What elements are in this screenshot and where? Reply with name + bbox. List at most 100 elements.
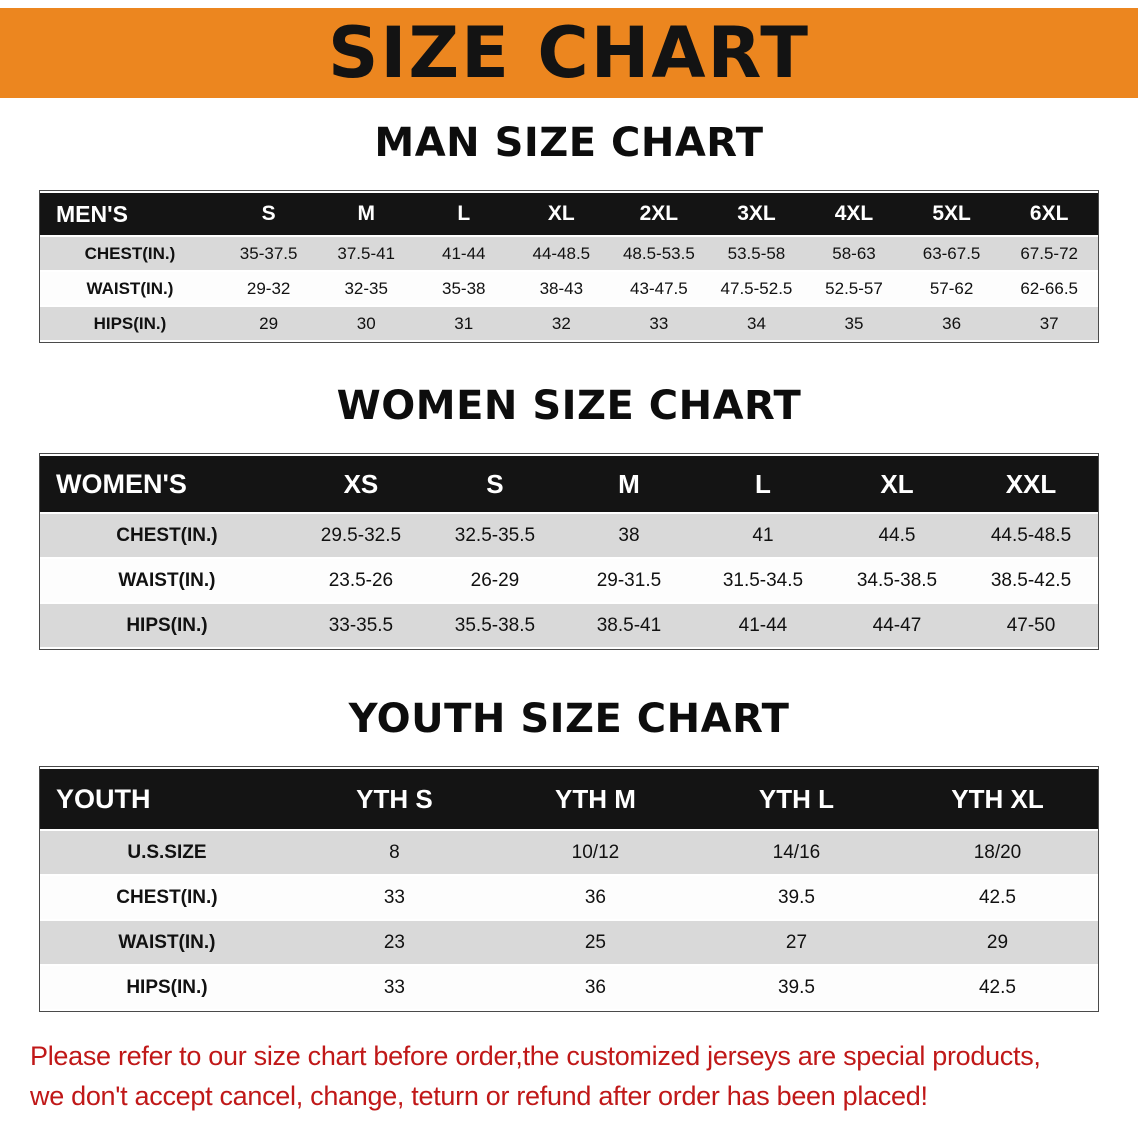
measurement-value: 29 (896, 921, 1098, 964)
table-title-cell: MEN'S (40, 193, 220, 235)
size-column-header: 5XL (902, 193, 1001, 235)
measurement-label: WAIST(IN.) (40, 921, 294, 964)
size-chart-page: SIZE CHART MAN SIZE CHART MEN'S S M L XL 2XL 3… (0, 8, 1138, 1116)
measurement-label: CHEST(IN.) (40, 237, 220, 270)
measurement-value: 42.5 (896, 876, 1098, 919)
measurement-value: 38.5-41 (561, 604, 696, 647)
measurement-value: 44.5-48.5 (963, 514, 1098, 557)
measurement-value: 37 (1000, 307, 1098, 340)
measurement-value: 57-62 (902, 272, 1001, 305)
measurement-value: 32-35 (317, 272, 415, 305)
size-column-header: YTH XL (896, 769, 1098, 829)
size-column-header: M (561, 456, 696, 512)
measurement-label: CHEST(IN.) (40, 876, 294, 919)
measurement-value: 33 (293, 966, 495, 1009)
measurement-value: 36 (494, 966, 696, 1009)
measurement-value: 67.5-72 (1000, 237, 1098, 270)
size-column-header: 6XL (1000, 193, 1098, 235)
size-column-header: XS (293, 456, 428, 512)
size-column-header: L (414, 193, 513, 235)
measurement-value: 44-48.5 (512, 237, 611, 270)
size-column-header: M (317, 193, 415, 235)
measurement-value: 35-37.5 (219, 237, 318, 270)
measurement-value: 8 (293, 831, 495, 874)
measurement-value: 18/20 (896, 831, 1098, 874)
measurement-label: HIPS(IN.) (40, 307, 220, 340)
measurement-value: 52.5-57 (805, 272, 903, 305)
measurement-value: 47-50 (963, 604, 1098, 647)
men-size-section: MAN SIZE CHART MEN'S S M L XL 2XL 3XL 4XL 5XL 6XL… (0, 120, 1138, 343)
measurement-row: HIPS(IN.) 33-35.5 35.5-38.5 38.5-41 41-44 44-… (40, 604, 1098, 647)
measurement-row: CHEST(IN.) 29.5-32.5 32.5-35.5 38 41 44.5 44.5… (40, 514, 1098, 557)
size-column-header: 2XL (610, 193, 708, 235)
measurement-value: 63-67.5 (902, 237, 1001, 270)
banner: SIZE CHART (0, 8, 1138, 98)
measurement-value: 48.5-53.5 (610, 237, 708, 270)
disclaimer-line-2: we don't accept cancel, change, teturn o… (30, 1081, 928, 1111)
men-size-table: MEN'S S M L XL 2XL 3XL 4XL 5XL 6XL CHEST(IN.) 35-37… (39, 190, 1099, 343)
measurement-value: 44.5 (829, 514, 964, 557)
measurement-row: HIPS(IN.) 33 36 39.5 42.5 (40, 966, 1098, 1009)
measurement-value: 31 (414, 307, 513, 340)
measurement-value: 35-38 (414, 272, 513, 305)
size-column-header: YTH L (695, 769, 897, 829)
table-header-row: MEN'S S M L XL 2XL 3XL 4XL 5XL 6XL (40, 193, 1098, 235)
measurement-value: 37.5-41 (317, 237, 415, 270)
measurement-value: 32 (512, 307, 611, 340)
size-column-header: XL (512, 193, 611, 235)
measurement-label: WAIST(IN.) (40, 272, 220, 305)
table-header-row: WOMEN'S XS S M L XL XXL (40, 456, 1098, 512)
women-size-section: WOMEN SIZE CHART WOMEN'S XS S M L XL XXL CHEST(… (0, 383, 1138, 650)
measurement-value: 39.5 (695, 966, 897, 1009)
size-column-header: XL (829, 456, 964, 512)
table-header-row: YOUTH YTH S YTH M YTH L YTH XL (40, 769, 1098, 829)
measurement-value: 44-47 (829, 604, 964, 647)
youth-section-heading: YOUTH SIZE CHART (348, 696, 790, 742)
size-column-header: YTH M (494, 769, 696, 829)
size-column-header: S (427, 456, 562, 512)
size-column-header: YTH S (293, 769, 495, 829)
youth-size-section: YOUTH SIZE CHART YOUTH YTH S YTH M YTH L YTH… (0, 696, 1138, 1012)
measurement-value: 62-66.5 (1000, 272, 1098, 305)
measurement-value: 23 (293, 921, 495, 964)
size-column-header: XXL (963, 456, 1098, 512)
measurement-value: 31.5-34.5 (695, 559, 830, 602)
women-section-heading: WOMEN SIZE CHART (336, 383, 802, 429)
measurement-value: 33-35.5 (293, 604, 428, 647)
measurement-value: 47.5-52.5 (707, 272, 806, 305)
measurement-value: 38.5-42.5 (963, 559, 1098, 602)
measurement-value: 35.5-38.5 (427, 604, 562, 647)
measurement-value: 23.5-26 (293, 559, 428, 602)
measurement-value: 41-44 (695, 604, 830, 647)
measurement-row: CHEST(IN.) 35-37.5 37.5-41 41-44 44-48.5 48.5… (40, 237, 1098, 270)
page-title: SIZE CHART (327, 12, 811, 94)
measurement-row: WAIST(IN.) 23.5-26 26-29 29-31.5 31.5-34.5 34… (40, 559, 1098, 602)
measurement-row: HIPS(IN.) 29 30 31 32 33 34 35 36 37 (40, 307, 1098, 340)
size-column-header: 3XL (707, 193, 806, 235)
measurement-value: 39.5 (695, 876, 897, 919)
measurement-value: 33 (610, 307, 708, 340)
measurement-value: 33 (293, 876, 495, 919)
table-title-cell: YOUTH (40, 769, 294, 829)
measurement-label: HIPS(IN.) (40, 604, 294, 647)
youth-size-table: YOUTH YTH S YTH M YTH L YTH XL U.S.SIZE 8 10/12… (39, 766, 1099, 1012)
measurement-row: WAIST(IN.) 29-32 32-35 35-38 38-43 43-47.5 47.… (40, 272, 1098, 305)
measurement-value: 26-29 (427, 559, 562, 602)
measurement-value: 53.5-58 (707, 237, 806, 270)
measurement-value: 41-44 (414, 237, 513, 270)
size-column-header: 4XL (805, 193, 903, 235)
measurement-value: 36 (902, 307, 1001, 340)
women-size-table: WOMEN'S XS S M L XL XXL CHEST(IN.) 29.5-32.5 32.5… (39, 453, 1099, 650)
measurement-value: 29-32 (219, 272, 318, 305)
measurement-value: 38-43 (512, 272, 611, 305)
size-column-header: S (219, 193, 318, 235)
measurement-value: 43-47.5 (610, 272, 708, 305)
measurement-row: U.S.SIZE 8 10/12 14/16 18/20 (40, 831, 1098, 874)
measurement-value: 29.5-32.5 (293, 514, 428, 557)
measurement-value: 58-63 (805, 237, 903, 270)
table-title-cell: WOMEN'S (40, 456, 294, 512)
measurement-value: 27 (695, 921, 897, 964)
measurement-value: 29-31.5 (561, 559, 696, 602)
measurement-value: 10/12 (494, 831, 696, 874)
measurement-value: 34 (707, 307, 806, 340)
